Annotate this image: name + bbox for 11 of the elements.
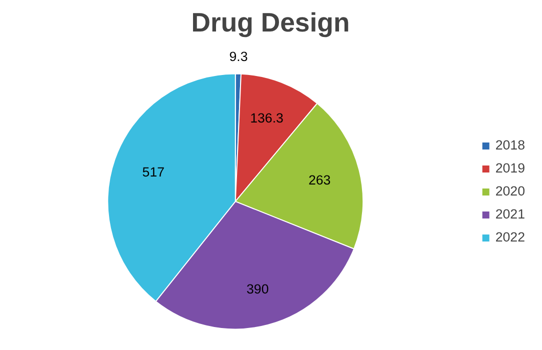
legend-label: 2019 [495, 160, 525, 176]
data-label: 136.3 [250, 110, 284, 126]
legend-label: 2020 [495, 184, 525, 198]
data-label: 9.3 [229, 48, 248, 64]
legend-label: 2021 [495, 206, 525, 222]
legend-label: 2022 [495, 230, 525, 244]
chart-title: Drug Design [191, 8, 350, 38]
data-label: 390 [246, 281, 269, 296]
data-label: 517 [142, 164, 165, 180]
legend-label: 2018 [495, 138, 525, 152]
data-label: 263 [308, 172, 331, 188]
